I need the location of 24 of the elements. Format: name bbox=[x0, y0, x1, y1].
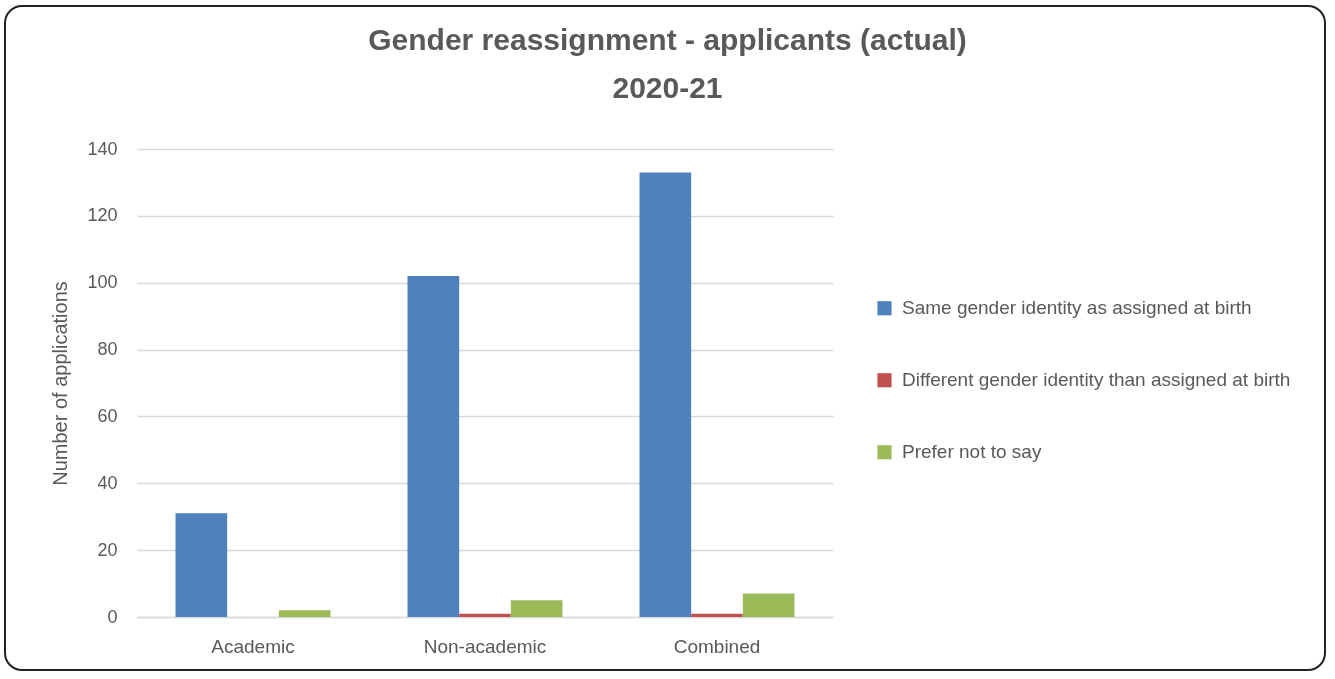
bar bbox=[742, 593, 795, 617]
bar bbox=[691, 613, 743, 617]
bar bbox=[639, 172, 692, 617]
bar bbox=[407, 276, 460, 617]
legend-label: Prefer not to say bbox=[902, 441, 1042, 463]
chart-title: Gender reassignment - applicants (actual) 2020-21 bbox=[368, 23, 967, 104]
legend-label: Different gender identity than assigned at birth bbox=[902, 369, 1291, 391]
y-tick-label: 100 bbox=[87, 272, 118, 293]
y-tick-label: 80 bbox=[97, 339, 118, 360]
y-tick-label: 120 bbox=[87, 205, 118, 226]
x-tick-label: Non-academic bbox=[423, 635, 547, 657]
y-axis-title: Number of applications bbox=[49, 281, 72, 486]
y-tick-label: 40 bbox=[97, 472, 118, 493]
y-tick-label: 60 bbox=[97, 405, 118, 426]
y-tick-label: 0 bbox=[107, 606, 118, 627]
y-tick-label: 140 bbox=[87, 138, 118, 159]
bar bbox=[510, 600, 563, 617]
x-tick-label: Combined bbox=[673, 635, 761, 657]
y-tick-label: 20 bbox=[97, 539, 118, 560]
legend-label: Same gender identity as assigned at birth bbox=[902, 297, 1252, 319]
bar bbox=[278, 610, 331, 617]
bar bbox=[459, 613, 511, 617]
bar bbox=[175, 513, 228, 617]
x-tick-label: Academic bbox=[211, 635, 295, 657]
